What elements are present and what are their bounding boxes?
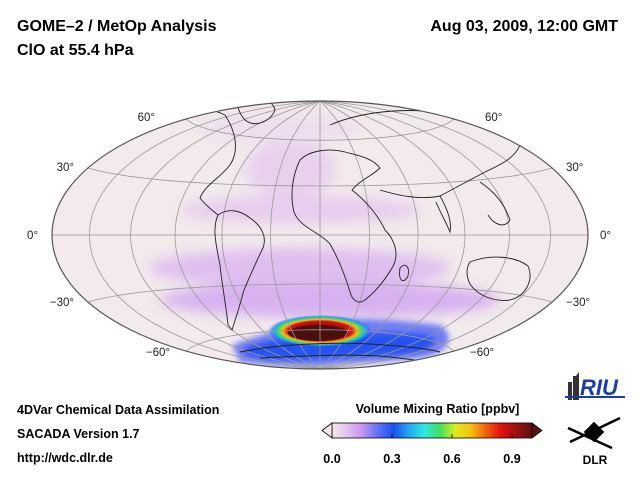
colorbar-tick-label: 0.3 xyxy=(383,452,401,466)
lat-label-60s-left: −60° xyxy=(146,347,170,359)
colorbar-max-arrow xyxy=(531,422,543,439)
lat-label-30s-left: −30° xyxy=(50,297,74,309)
footer-url: http://wdc.dlr.de xyxy=(17,451,113,465)
lat-label-30n-right: 30° xyxy=(566,162,583,174)
colorbar xyxy=(321,422,543,439)
riu-logo-mark xyxy=(565,372,625,400)
meridian-line xyxy=(319,101,370,369)
lat-label-30s-right: −30° xyxy=(566,297,590,309)
latitude-labels: 60° 60° 30° 30° 0° 0° −30° −30° −60° −60… xyxy=(27,112,611,359)
meridian-line xyxy=(319,101,552,369)
lat-label-0-left: 0° xyxy=(27,230,38,242)
map-datetime: Aug 03, 2009, 12:00 GMT xyxy=(430,18,618,35)
map-title: GOME–2 / MetOp Analysis xyxy=(17,18,217,35)
map-subtitle: ClO at 55.4 hPa xyxy=(17,42,134,59)
colorbar-tick-label: 0.9 xyxy=(503,452,521,466)
lat-label-60n-right: 60° xyxy=(485,112,502,124)
meridian-line xyxy=(319,101,466,369)
coastlines xyxy=(149,101,531,365)
riu-logo: RIU xyxy=(565,372,625,400)
riu-logo-text: RIU xyxy=(580,375,619,400)
meridian-line xyxy=(130,101,321,369)
dlr-logo: DLR xyxy=(567,416,621,467)
colorbar-tick-label: 0.6 xyxy=(443,452,461,466)
lat-label-0-right: 0° xyxy=(600,230,611,242)
colorbar-tick-label: 0.0 xyxy=(323,452,341,466)
footer-line-2: SACADA Version 1.7 xyxy=(17,427,140,441)
meridian-line xyxy=(88,101,321,369)
meridian-line xyxy=(319,101,510,369)
meridian-line xyxy=(270,101,321,369)
footer-line-1: 4DVar Chemical Data Assimilation xyxy=(17,403,220,417)
meridian-line xyxy=(319,101,419,369)
colorbar-title: Volume Mixing Ratio [ppbv] xyxy=(355,402,520,416)
meridian-line xyxy=(221,101,321,369)
lat-label-60n-left: 60° xyxy=(138,112,155,124)
meridian-line xyxy=(174,101,321,369)
globe-outline xyxy=(51,100,589,370)
lat-label-30n-left: 30° xyxy=(57,162,74,174)
colorbar-min-arrow xyxy=(321,422,333,439)
dlr-logo-text: DLR xyxy=(583,453,608,467)
graticule xyxy=(52,101,588,369)
lat-label-60s-right: −60° xyxy=(470,347,494,359)
dlr-logo-mark xyxy=(567,416,621,450)
